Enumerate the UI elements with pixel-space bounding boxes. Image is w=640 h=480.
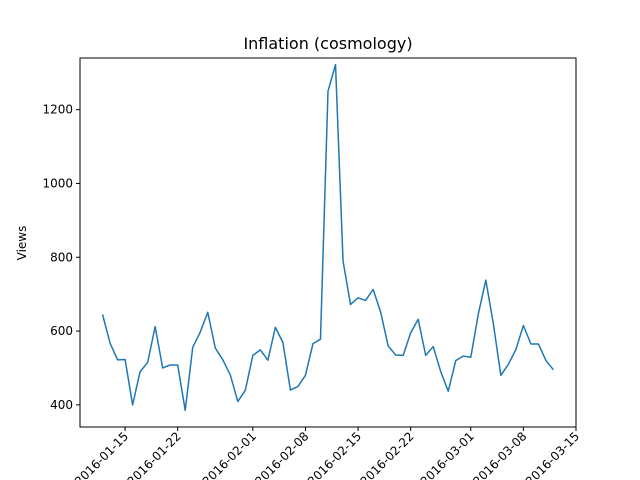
data-point [484,279,487,282]
data-point [304,374,307,377]
data-point [379,310,382,313]
data-point [146,361,149,364]
data-point [296,385,299,388]
data-point [349,303,352,306]
data-point [214,347,217,350]
data-point [454,359,457,362]
data-point [327,90,330,93]
data-point [221,358,224,361]
data-point [492,322,495,325]
data-point [439,370,442,373]
data-point [109,342,112,345]
data-point [176,364,179,367]
data-point [529,342,532,345]
y-tick-label: 400 [50,398,73,412]
data-point [289,389,292,392]
data-point [139,370,142,373]
data-point [281,341,284,344]
data-point [124,358,127,361]
series-line-views [101,63,555,412]
data-point [552,368,555,371]
data-point [259,348,262,351]
chart-title: Inflation (cosmology) [243,34,412,53]
y-tick-label: 1200 [42,103,73,117]
data-point [507,363,510,366]
y-tick-label: 600 [50,324,73,338]
data-point [161,366,164,369]
data-point [251,354,254,357]
data-point [154,325,157,328]
data-point [372,288,375,291]
data-point [499,374,502,377]
data-point [244,389,247,392]
data-point [319,338,322,341]
data-point [394,354,397,357]
y-tick-label: 800 [50,250,73,264]
data-point [236,400,239,403]
data-point [101,313,104,316]
data-point [169,364,172,367]
data-point [131,403,134,406]
data-point [311,342,314,345]
y-axis-label: Views [15,226,29,261]
data-point [191,346,194,349]
data-point [409,331,412,334]
data-point [274,326,277,329]
data-point [477,313,480,316]
data-point [402,354,405,357]
data-point [184,409,187,412]
data-point [462,355,465,358]
data-point [424,354,427,357]
data-point [417,318,420,321]
data-point [266,359,269,362]
y-tick-label: 1000 [42,176,73,190]
data-point [432,345,435,348]
data-point [206,311,209,314]
data-point [514,348,517,351]
data-point [116,358,119,361]
data-point [537,342,540,345]
data-point [357,296,360,299]
data-point [447,390,450,393]
data-point [334,63,337,66]
data-point [387,344,390,347]
data-point [342,259,345,262]
data-point [522,324,525,327]
data-point [544,359,547,362]
data-point [229,373,232,376]
data-point [469,356,472,359]
data-point [199,331,202,334]
data-point [364,299,367,302]
plot-frame [79,57,577,428]
